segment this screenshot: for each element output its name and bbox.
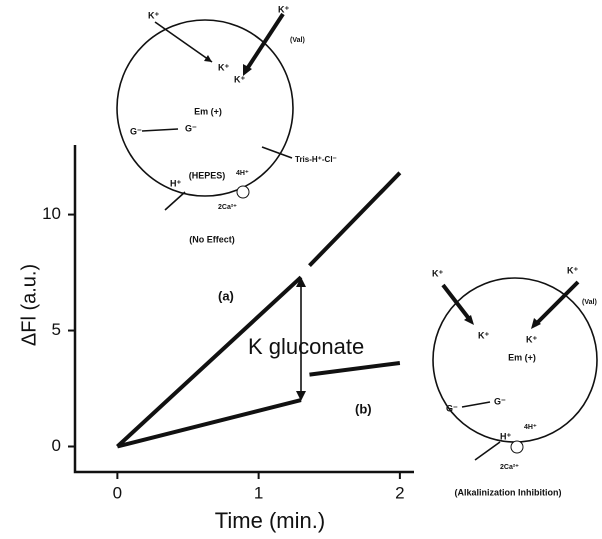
label: 2Ca²⁺ xyxy=(500,464,519,471)
label: K⁺ xyxy=(148,10,159,20)
diagram-top: K⁺ K⁺ K⁺ K⁺ (Val) Em (+) G⁻ G⁻ Tris-H⁺-C… xyxy=(116,4,337,244)
label: Em (+) xyxy=(508,352,536,362)
label: 2Ca²⁺ xyxy=(218,204,237,211)
label: G⁻ xyxy=(185,123,197,133)
x-tick-label: 0 xyxy=(113,483,122,502)
axis xyxy=(73,145,414,474)
label: K⁺ xyxy=(278,4,289,14)
y-tick-label: 10 xyxy=(42,204,61,223)
label: 4H⁺ xyxy=(524,424,537,431)
label: G⁻ xyxy=(494,396,506,406)
label: K⁺ xyxy=(526,334,537,344)
label: K⁺ xyxy=(218,62,229,72)
series-line xyxy=(116,361,401,449)
label: 4H⁺ xyxy=(236,170,249,177)
x-tick-label: 1 xyxy=(254,483,263,502)
caption: (No Effect) xyxy=(189,234,235,244)
label: K⁺ xyxy=(432,268,443,278)
label: Em (+) xyxy=(194,106,222,116)
annotation: K gluconate xyxy=(248,334,364,359)
label: (Val) xyxy=(290,37,305,44)
label: G⁻ xyxy=(130,126,142,136)
diagram-right: K⁺ K⁺ K⁺ K⁺ (Val) Em (+) G⁻ G⁻ H⁺ 4H⁺ 2C… xyxy=(432,265,598,497)
series-line xyxy=(116,171,402,448)
label: H⁺ xyxy=(170,178,181,188)
label: G⁻ xyxy=(446,403,458,413)
label: H⁺ xyxy=(500,431,511,441)
y-tick-label: 0 xyxy=(52,436,61,455)
x-tick-label: 2 xyxy=(395,483,404,502)
label: Tris-H⁺-Cl⁻ xyxy=(295,155,337,164)
label: (HEPES) xyxy=(189,170,226,180)
series-label: (b) xyxy=(355,401,372,416)
x-axis-title: Time (min.) xyxy=(215,508,325,533)
label: (Val) xyxy=(582,299,597,306)
series-label: (a) xyxy=(218,288,234,303)
label: K⁺ xyxy=(567,265,578,275)
label: K⁺ xyxy=(234,74,245,84)
y-tick-label: 5 xyxy=(52,320,61,339)
y-axis-title: ΔFl (a.u.) xyxy=(18,264,40,346)
label: K⁺ xyxy=(478,330,489,340)
caption: (Alkalinization Inhibition) xyxy=(455,487,562,497)
